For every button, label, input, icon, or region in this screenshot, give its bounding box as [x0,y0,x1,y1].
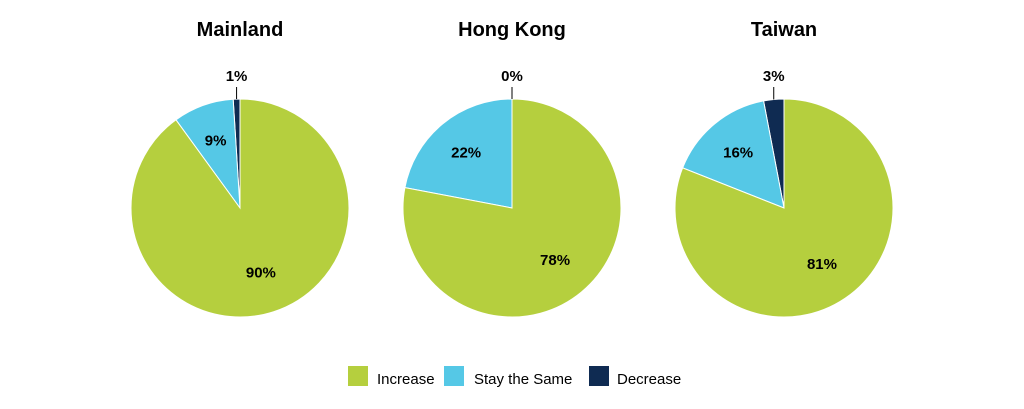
pie-mainland: Mainland 90% 9% 1% [130,19,350,318]
pie-slice-increase [130,98,350,318]
pie-hong-kong: Hong Kong 78% 22% 0% [402,19,622,318]
pie-slice-increase [674,98,894,318]
pie-slice-increase [402,98,622,318]
data-label-increase: 90% [246,264,276,281]
pies-layer: Mainland 90% 9% 1% Hong Kong 78% 22% 0% Taiwan 81… [130,19,894,318]
data-label-stay-the-same: 16% [723,145,753,162]
legend-swatch-increase [348,366,368,386]
pie-title: Taiwan [751,19,817,41]
pie-slice-stay-the-same [682,100,785,209]
pie-title: Mainland [197,19,284,41]
data-label-stay-the-same: 22% [451,145,481,162]
legend: Increase Stay the Same Decrease [348,366,681,388]
data-label-increase: 81% [807,256,837,273]
data-label-decrease: 0% [501,68,523,85]
pie-slice-stay-the-same [404,98,513,209]
data-label-stay-the-same: 9% [205,132,227,149]
data-label-decrease: 3% [763,68,785,85]
legend-swatch-stay-the-same [444,366,464,386]
pie-taiwan: Taiwan 81% 16% 3% [674,19,894,318]
legend-label-decrease: Decrease [617,371,681,388]
data-label-decrease: 1% [226,68,248,85]
legend-label-stay-the-same: Stay the Same [474,371,572,388]
legend-swatch-decrease [589,366,609,386]
pie-title: Hong Kong [458,19,566,41]
legend-label-increase: Increase [377,371,435,388]
data-label-increase: 78% [540,252,570,269]
